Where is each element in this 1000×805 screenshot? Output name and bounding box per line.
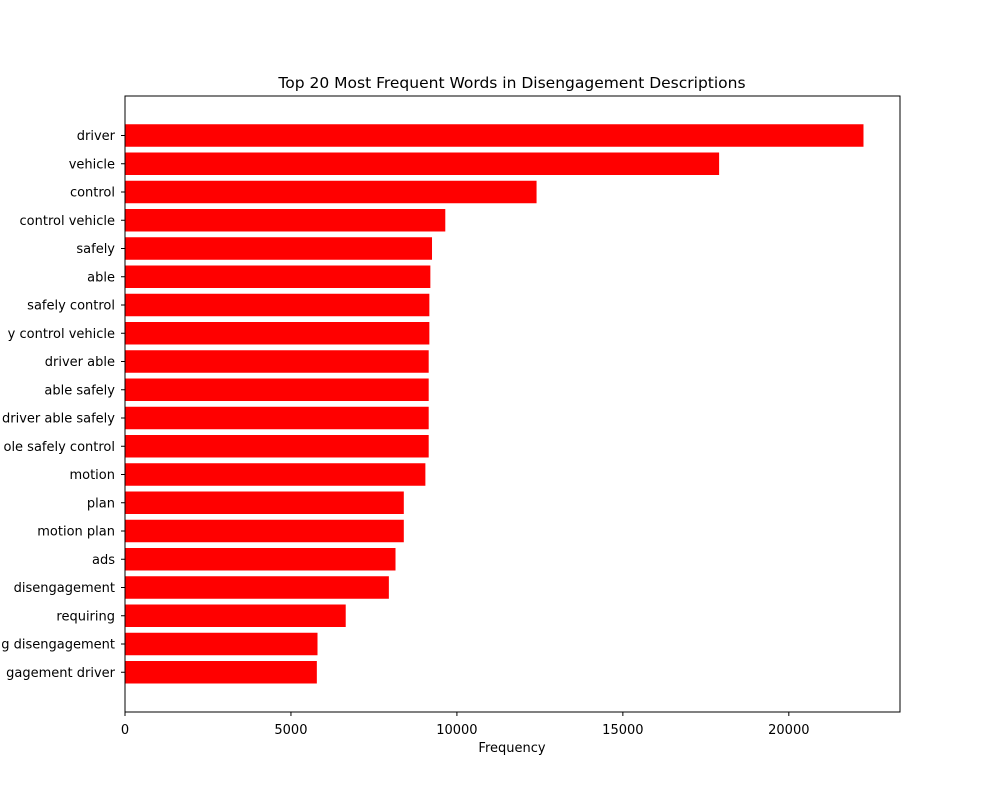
x-axis-ticks: 0 5000 10000 15000 20000 — [121, 712, 809, 738]
y-tick-label: g disengagement — [1, 638, 115, 653]
bars-group — [125, 124, 864, 684]
y-tick-label: control vehicle — [20, 214, 116, 229]
y-tick-label: control — [70, 186, 115, 201]
x-tick-label: 20000 — [768, 723, 809, 738]
plot-area-frame — [124, 95, 901, 713]
x-tick-label: 5000 — [274, 723, 307, 738]
y-tick-label: driver able safely — [2, 412, 115, 427]
bar — [125, 350, 429, 373]
bar — [125, 491, 404, 514]
y-tick-label: motion — [69, 468, 115, 483]
y-tick-label: ads — [92, 553, 115, 568]
bar — [125, 152, 720, 175]
bar — [125, 604, 346, 627]
bar — [125, 209, 446, 232]
chart-title: Top 20 Most Frequent Words in Disengagem… — [277, 74, 745, 92]
y-tick-label: driver — [77, 129, 116, 144]
y-tick-label: gagement driver — [6, 666, 115, 681]
y-tick-label: motion plan — [37, 525, 115, 540]
bar — [125, 237, 433, 260]
bar — [125, 124, 864, 147]
y-tick-label: driver able — [45, 355, 115, 370]
bar — [125, 519, 404, 543]
bar — [125, 406, 429, 430]
y-tick-label: able — [87, 270, 115, 285]
bar — [125, 180, 537, 204]
bar — [125, 322, 430, 345]
y-tick-label: safely control — [27, 299, 115, 314]
bar — [125, 463, 426, 486]
x-tick-label: 15000 — [602, 723, 643, 738]
x-tick-label: 0 — [121, 723, 129, 738]
y-tick-label: ole safely control — [3, 440, 115, 455]
bar — [125, 265, 431, 288]
bar — [125, 548, 396, 571]
bar — [125, 661, 317, 684]
x-tick-label: 10000 — [436, 723, 477, 738]
y-tick-label: disengagement — [14, 581, 115, 596]
bar — [125, 435, 429, 458]
y-tick-label: requiring — [56, 609, 115, 624]
bar — [125, 293, 430, 317]
y-tick-label: plan — [87, 496, 115, 511]
y-tick-label: safely — [76, 242, 115, 257]
y-tick-label: y control vehicle — [8, 327, 115, 342]
bar — [125, 576, 389, 599]
bar — [125, 632, 318, 656]
bar — [125, 378, 429, 401]
y-tick-label: able safely — [44, 383, 115, 398]
x-axis-label: Frequency — [478, 741, 545, 756]
y-axis-ticks: driver vehicle control control vehicle safel… — [1, 129, 125, 681]
y-tick-label: vehicle — [69, 157, 115, 172]
